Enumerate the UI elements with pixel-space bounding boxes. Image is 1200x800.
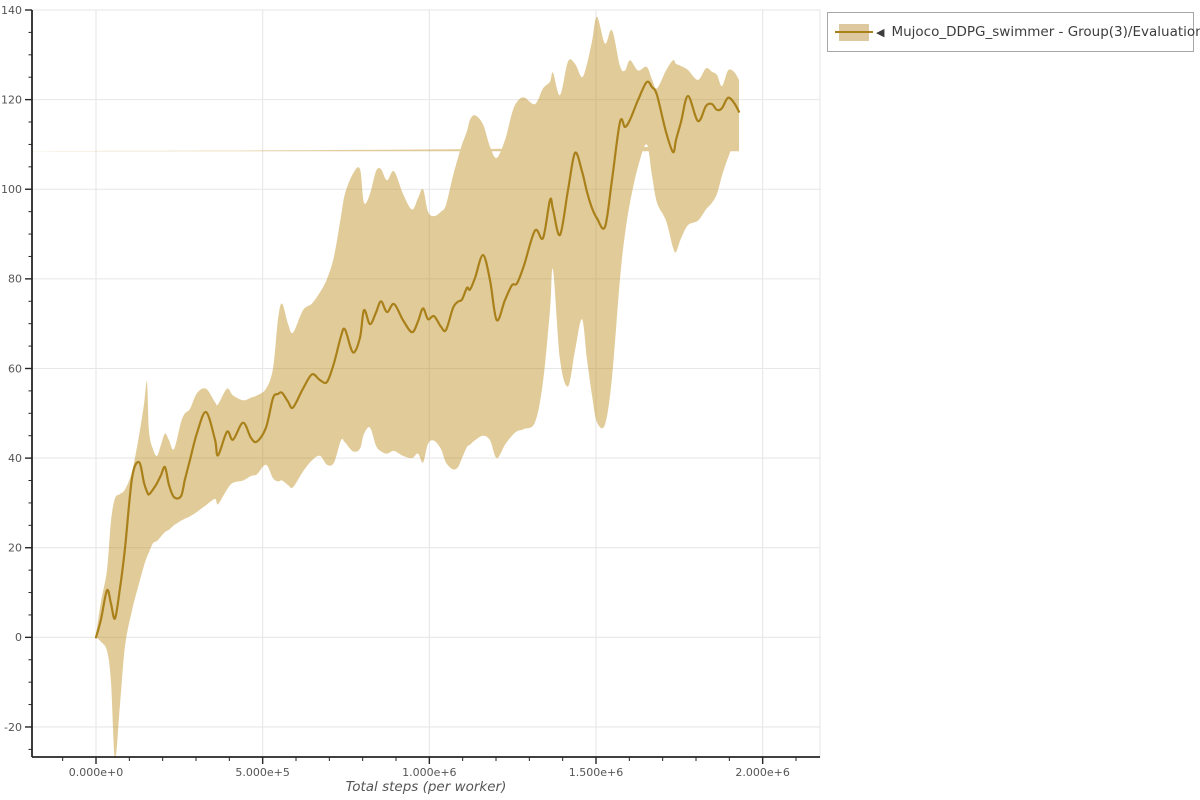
x-tick-label: 1.000e+6 xyxy=(402,766,456,779)
legend-item-evaluation-reward[interactable]: ◀ Mujoco_DDPG_swimmer - Group(3)/Evaluat… xyxy=(827,12,1200,52)
y-tick-label: 20 xyxy=(8,542,22,555)
y-tick-label: 80 xyxy=(8,273,22,286)
y-tick-label: 100 xyxy=(1,183,22,196)
line-swatch xyxy=(835,30,873,34)
mean-reward-line xyxy=(94,80,741,639)
collapse-triangle-icon: ◀ xyxy=(876,25,885,39)
y-tick-label: 140 xyxy=(1,4,22,17)
y-tick-label: 120 xyxy=(1,93,22,106)
x-tick-label: 2.000e+6 xyxy=(735,766,789,779)
series-swatch-icon xyxy=(835,23,873,41)
plot-area[interactable] xyxy=(0,16,741,759)
axes: -20 0 20 40 60 80 100 120 140 0.000e+0 5.000e+5 1.0… xyxy=(1,4,820,779)
x-axis-title: Total steps (per worker) xyxy=(345,779,507,795)
minmax-band xyxy=(32,16,739,757)
y-tick-label: -20 xyxy=(4,721,22,734)
x-tick-label: 1.500e+6 xyxy=(569,766,623,779)
y-tick-label: 40 xyxy=(8,452,22,465)
x-tick-label: 5.000e+5 xyxy=(235,766,289,779)
legend-series-label: Mujoco_DDPG_swimmer - Group(3)/Evaluatio… xyxy=(891,24,1200,40)
x-tick-label: 0.000e+0 xyxy=(69,766,123,779)
y-tick-label: 60 xyxy=(8,362,22,375)
gridlines xyxy=(31,9,821,758)
y-tick-label: 0 xyxy=(15,631,22,644)
